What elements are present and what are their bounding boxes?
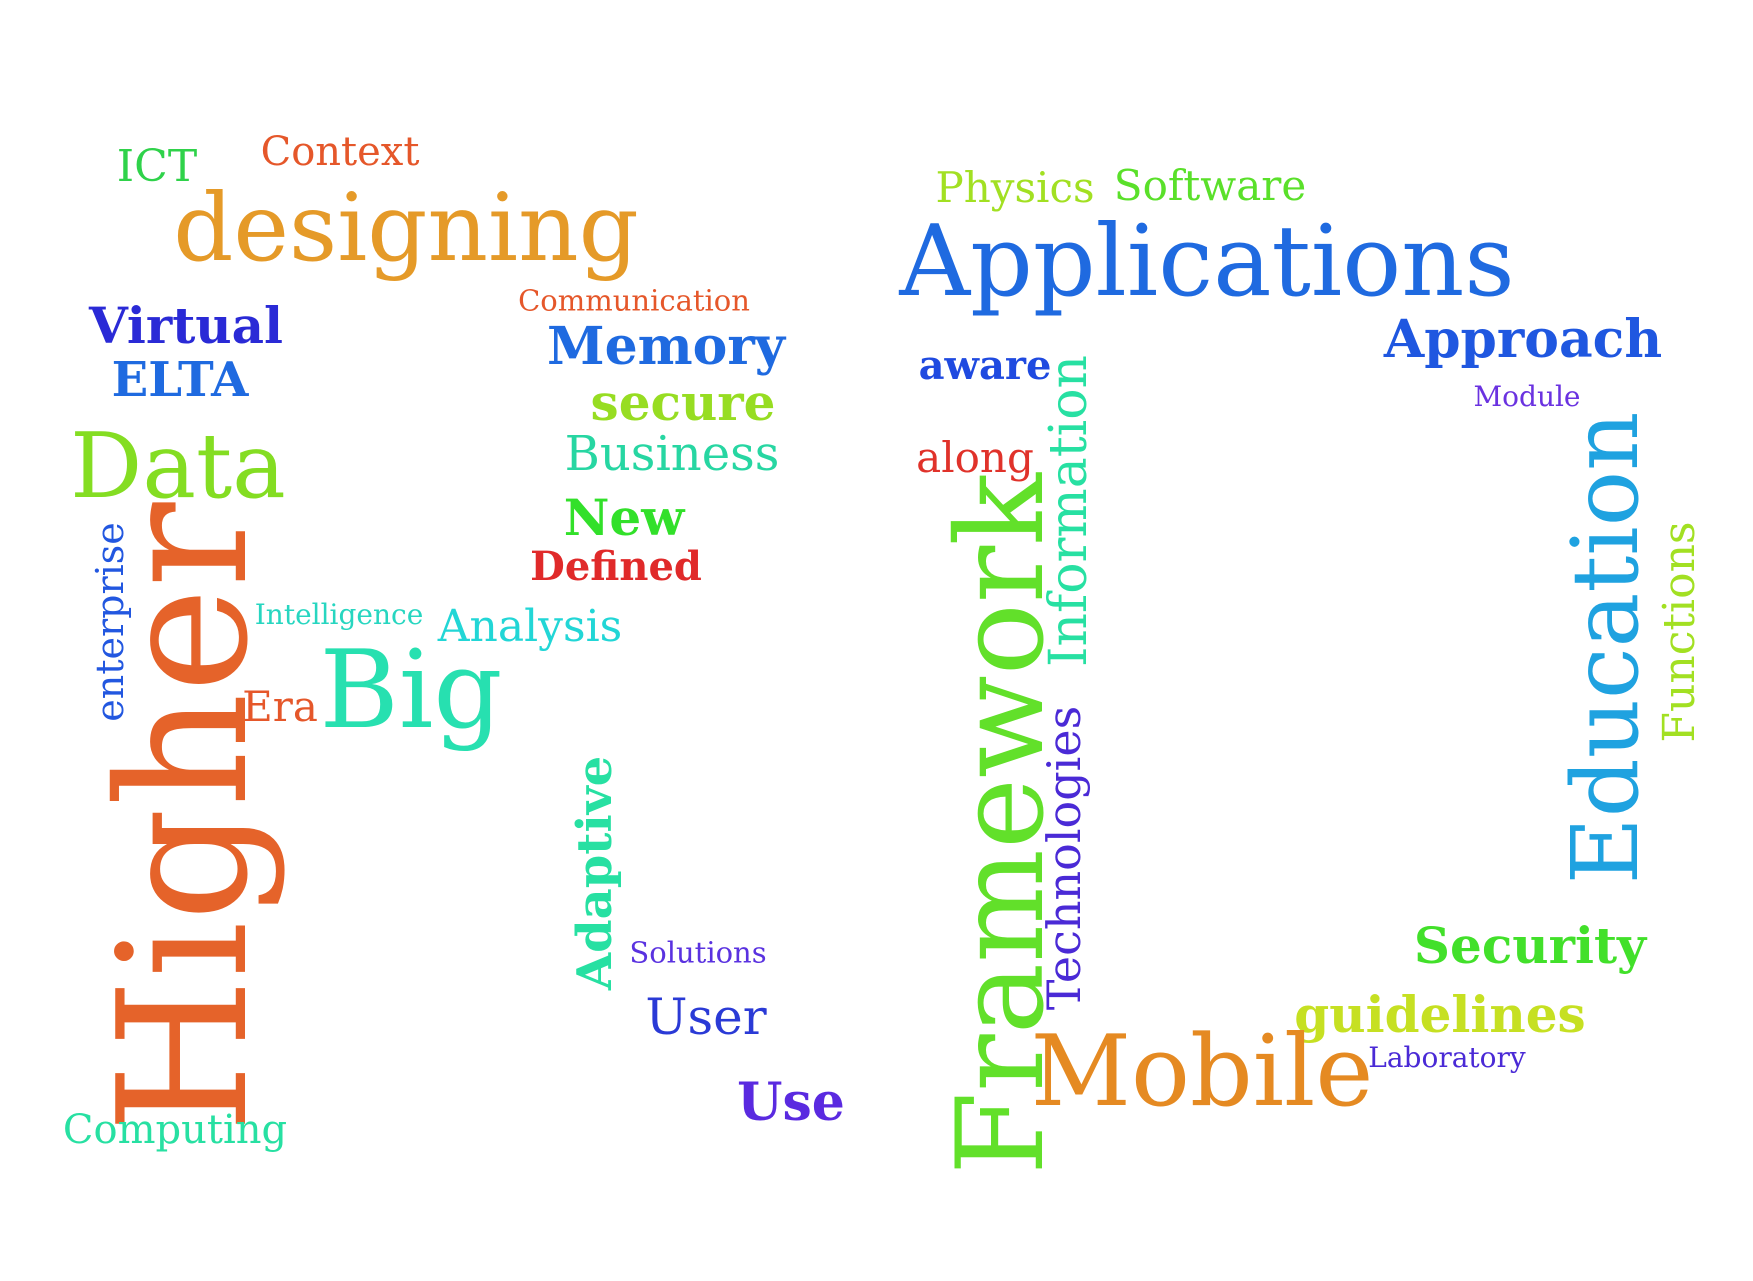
word-computing: Computing <box>62 1107 288 1153</box>
word-mobile: Mobile <box>1030 1015 1374 1129</box>
word-new: New <box>563 488 685 547</box>
word-laboratory: Laboratory <box>1368 1041 1526 1074</box>
word-use: Use <box>737 1072 845 1133</box>
word-module: Module <box>1473 380 1581 413</box>
word-context: Context <box>260 129 420 175</box>
word-physics: Physics <box>935 163 1095 212</box>
word-solutions: Solutions <box>629 935 767 970</box>
word-designing: designing <box>173 174 639 283</box>
word-analysis: Analysis <box>437 601 623 652</box>
word-big: Big <box>319 628 503 753</box>
word-virtual: Virtual <box>88 296 284 355</box>
word-user: User <box>645 988 767 1046</box>
word-intelligence: Intelligence <box>254 598 424 631</box>
word-ict: ICT <box>116 141 198 192</box>
word-aware: aware <box>918 342 1052 389</box>
word-adaptive: Adaptive <box>567 755 623 991</box>
word-data: Data <box>70 414 286 519</box>
word-memory: Memory <box>547 316 785 377</box>
word-education: Education <box>1552 411 1659 885</box>
word-functions: Functions <box>1654 521 1705 743</box>
word-along: along <box>916 433 1034 482</box>
word-security: Security <box>1413 916 1647 975</box>
word-era: Era <box>242 682 318 731</box>
word-communication: Communication <box>518 283 750 318</box>
word-applications: Applications <box>899 205 1515 319</box>
word-software: Software <box>1113 161 1307 210</box>
word-secure: secure <box>590 373 776 432</box>
word-guidelines: guidelines <box>1294 985 1586 1044</box>
word-approach: Approach <box>1383 309 1663 370</box>
word-higher: Higher <box>80 502 287 1134</box>
word-defined: Defined <box>530 543 702 590</box>
word-business: Business <box>564 426 780 482</box>
word-technologies: Technologies <box>1037 705 1091 1011</box>
word-elta: ELTA <box>111 352 249 408</box>
